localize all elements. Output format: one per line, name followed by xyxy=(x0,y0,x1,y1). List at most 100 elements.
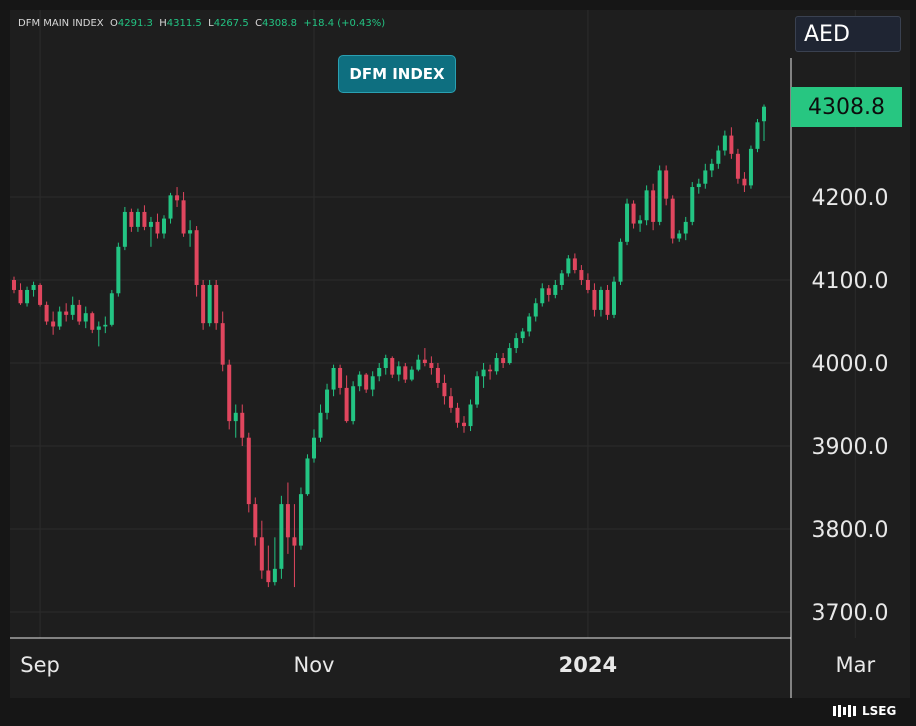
candle-body xyxy=(168,195,173,219)
candle-body xyxy=(122,211,127,247)
candle-body xyxy=(527,316,532,332)
candle-body xyxy=(90,313,95,330)
candle-body xyxy=(109,293,114,325)
candle-body xyxy=(38,284,43,305)
candle-body xyxy=(285,504,290,538)
candle-body xyxy=(344,387,349,422)
candle xyxy=(259,520,264,579)
candle-body xyxy=(44,304,49,322)
candle xyxy=(338,364,343,395)
candle-body xyxy=(481,369,486,377)
candle-body xyxy=(416,359,421,370)
candle-body xyxy=(696,183,701,188)
candle-body xyxy=(507,348,512,363)
brand-logo: LSEG xyxy=(832,704,896,718)
candle-body xyxy=(664,170,669,199)
candle xyxy=(51,311,56,335)
candle-body xyxy=(279,504,284,569)
candle xyxy=(396,361,401,382)
candle-body xyxy=(390,358,395,375)
candle xyxy=(175,187,180,207)
change-value: +18.4 (+0.43%) xyxy=(303,18,386,29)
candle xyxy=(631,200,636,229)
candle-body xyxy=(462,422,466,427)
candle xyxy=(57,306,62,330)
candle xyxy=(716,145,721,169)
candle xyxy=(657,165,662,226)
candle-body xyxy=(403,366,408,380)
candle xyxy=(625,198,630,246)
instrument-name: DFM MAIN INDEX xyxy=(18,18,104,29)
candle xyxy=(142,205,147,231)
candle-body xyxy=(468,404,473,427)
candle-body xyxy=(442,382,447,397)
candle xyxy=(168,192,173,224)
candle xyxy=(220,311,225,372)
candle-body xyxy=(96,326,101,330)
candle xyxy=(514,333,519,354)
candle xyxy=(494,353,499,375)
candle-body xyxy=(129,211,134,227)
open-label: O xyxy=(110,18,118,29)
candle xyxy=(298,487,303,550)
candle-body xyxy=(292,537,297,546)
candle xyxy=(279,495,284,579)
candle-body xyxy=(501,358,506,363)
candle xyxy=(585,273,590,294)
x-tick-label: 2024 xyxy=(559,653,617,677)
candle-body xyxy=(618,241,623,282)
candle-body xyxy=(475,376,480,405)
y-axis-labels: 3700.0 3800.0 3900.0 4000.0 4100.0 4200.0 xyxy=(812,186,889,626)
candle xyxy=(109,289,114,327)
candle-body xyxy=(181,200,186,234)
candle-body xyxy=(25,289,30,304)
y-tick-label: 4100.0 xyxy=(812,269,889,294)
candle-body xyxy=(762,106,766,122)
currency-badge[interactable]: AED xyxy=(795,16,901,52)
candle xyxy=(272,537,277,586)
candle xyxy=(618,238,623,285)
candle-body xyxy=(488,369,493,372)
last-price-badge: 4308.8 xyxy=(791,87,902,127)
ohlc-legend: DFM MAIN INDEX O4291.3 H4311.5 L4267.5 C… xyxy=(18,18,385,29)
candle-body xyxy=(233,412,238,422)
candle xyxy=(729,127,734,159)
candle-body xyxy=(716,150,721,164)
candle xyxy=(240,404,245,446)
candle xyxy=(755,118,760,153)
candle xyxy=(468,399,473,432)
candle xyxy=(331,364,336,397)
candle xyxy=(429,356,434,375)
candle-body xyxy=(735,153,740,179)
candle-body xyxy=(142,211,147,227)
candle-body xyxy=(175,195,180,201)
candle xyxy=(122,206,127,251)
candle-body xyxy=(651,190,656,222)
candle xyxy=(416,354,421,372)
candle xyxy=(12,276,16,294)
candle-body xyxy=(631,203,636,224)
candle-body xyxy=(657,170,662,222)
candle xyxy=(748,145,753,189)
candle xyxy=(709,158,714,178)
candle-body xyxy=(683,221,688,234)
candle-body xyxy=(194,230,199,285)
y-tick-label: 4000.0 xyxy=(812,352,889,377)
y-tick-label: 3700.0 xyxy=(812,601,889,626)
candle-body xyxy=(546,288,551,295)
candle xyxy=(703,163,708,189)
chart-title-badge: DFM INDEX xyxy=(338,55,456,93)
candle xyxy=(579,265,584,285)
candle-body xyxy=(18,289,23,304)
candle-body xyxy=(266,570,271,583)
candle-body xyxy=(318,412,323,438)
candle xyxy=(351,381,356,425)
candle xyxy=(670,195,675,244)
candle-body xyxy=(103,324,108,327)
candle-body xyxy=(722,135,727,151)
candle-body xyxy=(207,284,212,324)
candle xyxy=(25,286,30,307)
candle xyxy=(64,303,69,322)
